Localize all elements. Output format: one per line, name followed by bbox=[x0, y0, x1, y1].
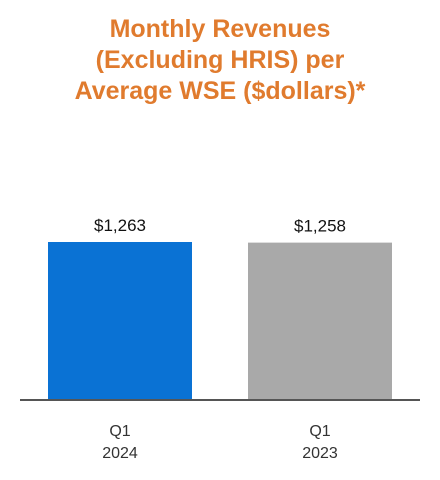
chart-title-line-3: Average WSE ($dollars)* bbox=[74, 77, 366, 105]
category-label-0-line-1: 2024 bbox=[102, 445, 138, 462]
value-label-1: $1,258 bbox=[294, 217, 346, 236]
category-label-1-line-1: 2023 bbox=[302, 445, 338, 462]
bars-group bbox=[48, 242, 392, 400]
category-label-1-line-0: Q1 bbox=[309, 423, 330, 440]
chart-title-line-2: (Excluding HRIS) per bbox=[95, 46, 345, 74]
category-label-0-line-0: Q1 bbox=[109, 423, 130, 440]
value-label-0: $1,263 bbox=[94, 216, 146, 235]
bar-1 bbox=[248, 242, 392, 400]
labels-group: $1,263 Q1 2024 $1,258 Q1 2023 bbox=[94, 216, 346, 462]
chart-title-line-1: Monthly Revenues bbox=[109, 15, 331, 43]
bar-0 bbox=[48, 242, 192, 400]
chart-title: Monthly Revenues (Excluding HRIS) per Av… bbox=[0, 14, 440, 107]
